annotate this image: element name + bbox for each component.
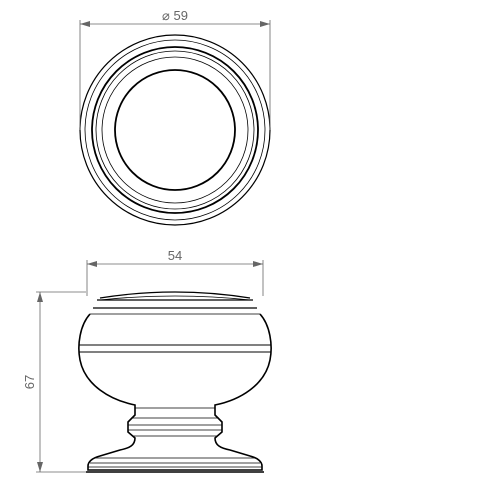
dim-width-label: 54 [168, 248, 182, 263]
side-view [79, 292, 271, 472]
dim-height-label: 67 [22, 375, 37, 389]
technical-drawing: ⌀ 59 54 [0, 0, 500, 500]
side-width-dimension: 54 [87, 248, 263, 296]
dim-diameter-label: ⌀ 59 [162, 8, 188, 23]
top-view [80, 35, 270, 225]
side-height-dimension: 67 [22, 292, 86, 472]
